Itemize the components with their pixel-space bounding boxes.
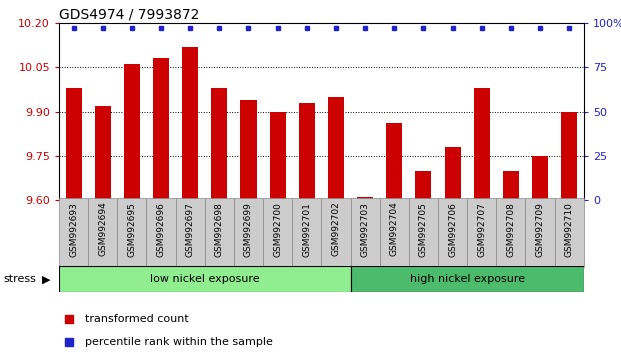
Bar	[322, 198, 350, 267]
Text: percentile rank within the sample: percentile rank within the sample	[85, 337, 273, 347]
Text: GSM992705: GSM992705	[419, 202, 428, 257]
Bar	[561, 112, 577, 200]
Text: ▶: ▶	[42, 274, 51, 284]
Text: low nickel exposure: low nickel exposure	[150, 274, 260, 284]
Bar	[415, 171, 432, 200]
Bar	[270, 112, 286, 200]
Bar	[357, 197, 373, 200]
Text: GSM992708: GSM992708	[506, 202, 515, 257]
Bar	[59, 198, 88, 267]
Text: GSM992707: GSM992707	[477, 202, 486, 257]
Text: GSM992695: GSM992695	[127, 202, 137, 257]
Bar	[350, 198, 379, 267]
Text: GSM992701: GSM992701	[302, 202, 311, 257]
Text: GSM992706: GSM992706	[448, 202, 457, 257]
Bar	[88, 198, 117, 267]
Bar	[467, 198, 496, 267]
Bar	[555, 198, 584, 267]
Text: GSM992700: GSM992700	[273, 202, 282, 257]
Bar	[503, 171, 519, 200]
Bar	[474, 88, 490, 200]
Bar	[438, 198, 467, 267]
Bar	[240, 100, 256, 200]
Bar	[182, 47, 198, 200]
Text: GDS4974 / 7993872: GDS4974 / 7993872	[59, 8, 199, 22]
Bar	[95, 105, 111, 200]
Text: stress: stress	[3, 274, 36, 284]
Text: GSM992698: GSM992698	[215, 202, 224, 257]
Bar	[525, 198, 555, 267]
Bar	[496, 198, 525, 267]
Bar	[153, 58, 169, 200]
Text: high nickel exposure: high nickel exposure	[410, 274, 525, 284]
Text: GSM992709: GSM992709	[535, 202, 545, 257]
Bar	[234, 198, 263, 267]
Bar	[532, 156, 548, 200]
Bar	[328, 97, 344, 200]
Bar	[350, 266, 584, 292]
Bar	[409, 198, 438, 267]
Bar	[292, 198, 322, 267]
Bar	[299, 103, 315, 200]
Text: GSM992693: GSM992693	[69, 202, 78, 257]
Bar	[124, 64, 140, 200]
Text: GSM992704: GSM992704	[390, 202, 399, 256]
Text: GSM992702: GSM992702	[332, 202, 340, 256]
Text: GSM992696: GSM992696	[156, 202, 166, 257]
Bar	[66, 88, 81, 200]
Bar	[211, 88, 227, 200]
Bar	[176, 198, 205, 267]
Text: GSM992710: GSM992710	[564, 202, 574, 257]
Text: transformed count: transformed count	[85, 314, 189, 324]
Text: GSM992697: GSM992697	[186, 202, 194, 257]
Text: GSM992703: GSM992703	[361, 202, 369, 257]
Bar	[263, 198, 292, 267]
Bar	[386, 123, 402, 200]
Text: GSM992694: GSM992694	[98, 202, 107, 256]
Bar	[117, 198, 147, 267]
Bar	[445, 147, 461, 200]
Text: GSM992699: GSM992699	[244, 202, 253, 257]
Bar	[205, 198, 234, 267]
Bar	[59, 266, 350, 292]
Bar	[147, 198, 176, 267]
Bar	[379, 198, 409, 267]
